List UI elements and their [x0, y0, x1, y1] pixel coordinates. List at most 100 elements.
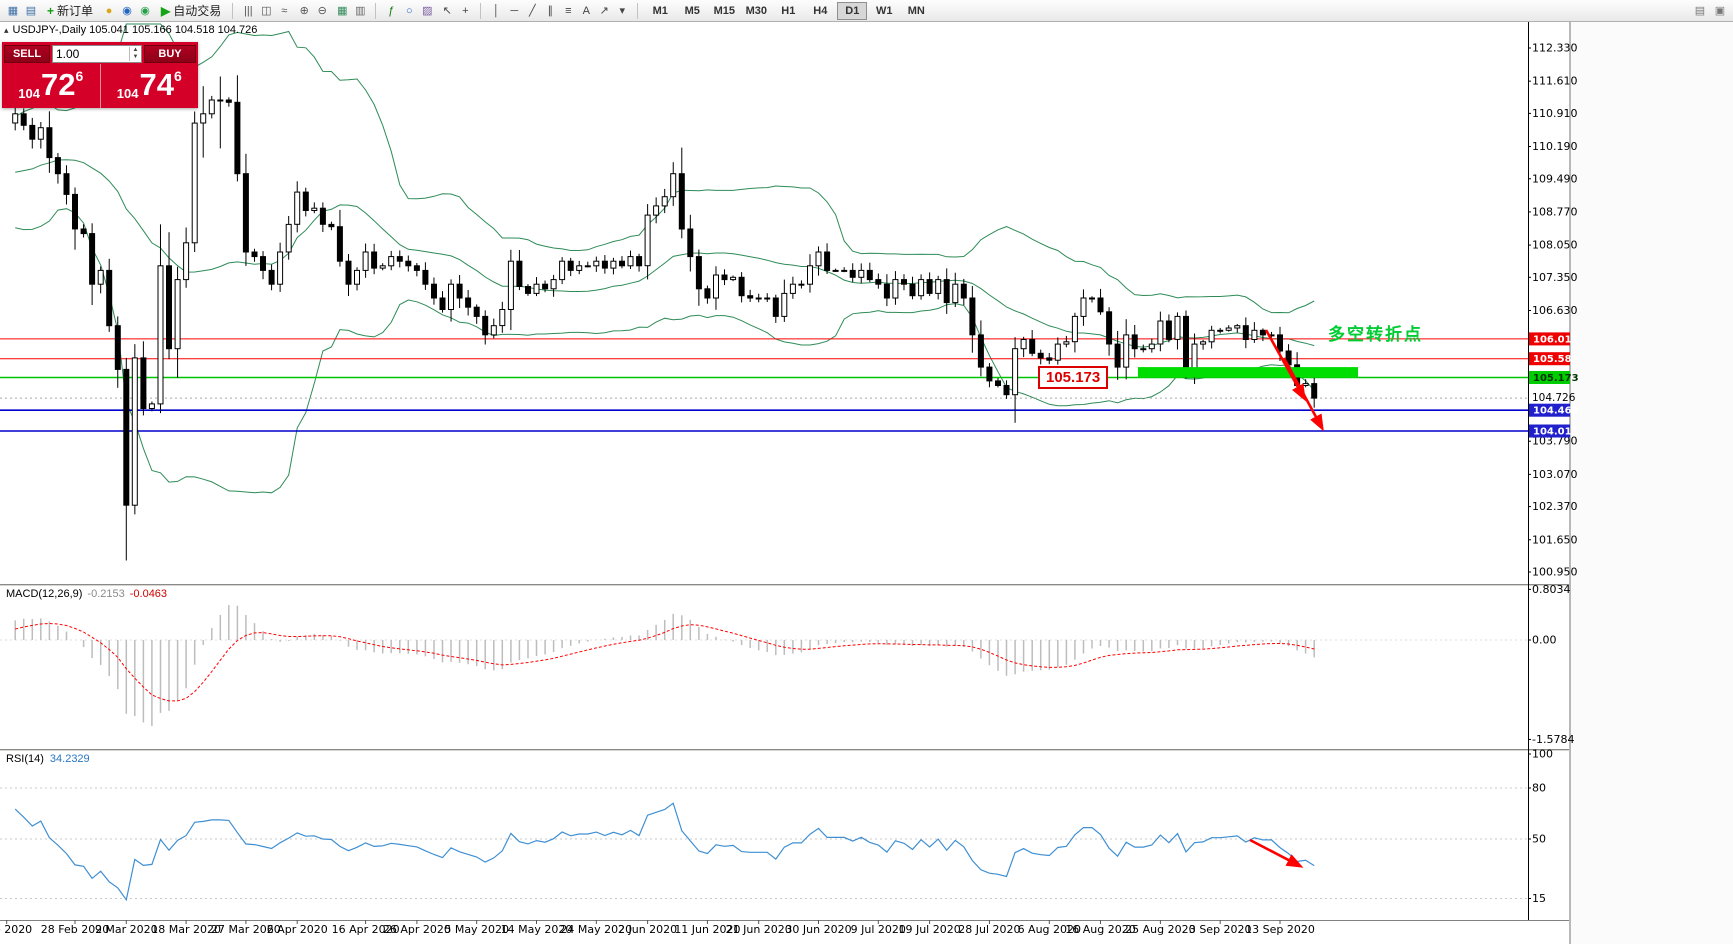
volume-down-icon[interactable]: ▼ — [132, 54, 139, 60]
price-axis-label: 110.910 — [1532, 107, 1578, 120]
web-quotes-icon[interactable]: ◉ — [140, 4, 150, 17]
vertical-line-icon[interactable]: │ — [492, 4, 500, 17]
market-depth-icon[interactable]: ◉ — [122, 4, 132, 17]
cursor-icon[interactable]: ↖ — [442, 4, 452, 17]
date-axis-label: 25 Aug 2020 — [1125, 923, 1195, 936]
support-line-105173-tag — [1529, 371, 1570, 384]
quotes-icon[interactable]: ● — [105, 4, 113, 17]
date-axis-label: 16 Apr 2020 — [332, 923, 400, 936]
rsi-axis-label: 15 — [1532, 892, 1546, 905]
text-label-icon[interactable]: A — [582, 4, 590, 17]
timeframe-button-d1[interactable]: D1 — [837, 1, 868, 20]
timeframe-button-mn[interactable]: MN — [907, 4, 925, 17]
horizontal-price-lines[interactable] — [0, 338, 1528, 432]
macd-axis-label: 0.8034 — [1532, 583, 1571, 596]
timeframe-button-m30[interactable]: M30 — [745, 4, 767, 17]
toolbar-separator — [232, 2, 234, 19]
cascade-windows-icon[interactable]: ▥ — [355, 4, 366, 17]
date-axis-label: 9 Jul 2020 — [851, 923, 906, 936]
price-axis-label: 106.630 — [1532, 304, 1578, 317]
price-axis-label: 103.070 — [1532, 468, 1578, 481]
timeframe-group: M1 M5 M15 M30 H1 H4 D1 W1 MN — [644, 1, 932, 20]
volume-spinner: ▲ ▼ — [129, 47, 141, 61]
line-chart-icon[interactable]: ≈ — [281, 4, 288, 17]
date-axis-label: 26 Apr 2020 — [383, 923, 451, 936]
bid-main-digits: 72 — [40, 67, 76, 102]
tile-windows-icon[interactable]: ▦ — [337, 4, 348, 17]
auto-trading-button[interactable]: ▶ 自动交易 — [156, 2, 226, 20]
price-axis-label: 111.610 — [1532, 75, 1578, 88]
price-callout-105173[interactable]: 105.173 — [1038, 366, 1109, 389]
support-line-104011-tag-text: 104.011 — [1533, 427, 1579, 438]
indicators-icon[interactable]: ƒ — [388, 4, 395, 17]
drawn-arrows[interactable] — [1249, 329, 1324, 868]
profiles-icon[interactable]: ▤ — [25, 4, 37, 17]
ask-pipette-digit: 6 — [173, 68, 182, 84]
candlestick-chart-icon[interactable]: ◫ — [261, 4, 272, 17]
trend-arrow-2[interactable] — [1282, 357, 1324, 432]
price-axis[interactable]: 112.330 111.610 110.910 110.190 109.490 108.7… — [1528, 42, 1579, 579]
auto-trading-button-label: 自动交易 — [173, 4, 222, 18]
charttype-group: ||| ◫ ≈ — [239, 3, 293, 19]
date-axis-label: 30 Jun 2020 — [785, 923, 851, 936]
sell-button[interactable]: SELL — [4, 45, 50, 63]
turning-point-annotation[interactable]: 多空转折点 — [1328, 325, 1423, 344]
bid-price[interactable]: 104 72 6 — [2, 64, 100, 108]
rsi-indicator-label: RSI(14) 34.2329 — [6, 753, 90, 765]
bar-chart-icon[interactable]: ||| — [243, 4, 253, 17]
buy-button[interactable]: BUY — [144, 45, 196, 63]
resistance-line-106012-tag — [1529, 332, 1570, 346]
trend-arrow-1[interactable] — [1264, 329, 1306, 402]
new-order-button-icon: + — [47, 3, 55, 18]
order-group: + 新订单 — [42, 2, 98, 20]
cursor-group: ↖ + — [438, 3, 474, 19]
date-axis-label: Feb 2020 — [0, 923, 32, 936]
macd-name: MACD(12,26,9) — [6, 588, 83, 600]
timeframe-button-h1[interactable]: H1 — [781, 4, 796, 17]
one-click-trading-panel: SELL ▲ ▼ BUY 104 72 6 104 74 6 — [2, 42, 198, 108]
bollinger-lower-band — [15, 208, 1315, 494]
timeframe-button-m5[interactable]: M5 — [684, 4, 700, 17]
macd-axis-label: 0.00 — [1532, 634, 1557, 647]
timeframe-button-m1[interactable]: M1 — [652, 4, 668, 17]
workspace-empty-area — [1570, 22, 1733, 944]
print-icon[interactable]: ▤ — [1694, 4, 1706, 17]
zoom-out-icon[interactable]: ⊖ — [317, 4, 327, 17]
zoom-in-icon[interactable]: ⊕ — [299, 4, 309, 17]
trend-arrow-3[interactable] — [1249, 838, 1304, 868]
fibonacci-icon[interactable]: ≡ — [565, 4, 572, 17]
price-axis-label: 101.650 — [1532, 533, 1578, 546]
new-order-button-label: 新订单 — [57, 4, 94, 18]
arrow-tool-icon[interactable]: ↗ — [599, 4, 609, 17]
macd-panel: 0.8034 0.00 -1.5784 — [0, 583, 1574, 746]
volume-input[interactable] — [53, 47, 129, 61]
date-axis-label: 19 Jul 2020 — [898, 923, 960, 936]
new-chart-icon[interactable]: ▦ — [7, 4, 19, 17]
equidistant-channel-icon[interactable]: ∥ — [547, 4, 554, 17]
toolbar-separator — [480, 2, 482, 19]
ohlc-close: 104.726 — [217, 24, 258, 36]
highlight-zone-rect[interactable] — [1138, 367, 1358, 378]
timeframe-button-m15[interactable]: M15 — [713, 4, 735, 17]
one-click-collapse-icon[interactable]: ▴ — [4, 25, 9, 35]
periods-icon[interactable]: ○ — [405, 4, 413, 17]
ask-price[interactable]: 104 74 6 — [99, 64, 199, 108]
timeframe-button-w1[interactable]: W1 — [876, 4, 893, 17]
symbol-name: USDJPY-,Daily — [12, 24, 87, 36]
horizontal-line-icon[interactable]: ─ — [510, 4, 519, 17]
trendline-icon[interactable]: ╱ — [528, 4, 536, 17]
volume-up-icon[interactable]: ▲ — [132, 47, 139, 53]
templates-icon[interactable]: ▨ — [422, 4, 433, 17]
date-axis-label: 9 Mar 2020 — [95, 923, 158, 936]
camera-icon[interactable]: ▣ — [1714, 4, 1726, 17]
date-axis-label: 6 Apr 2020 — [267, 923, 328, 936]
volume-input-wrap: ▲ ▼ — [52, 45, 142, 63]
timeframe-button-h4[interactable]: H4 — [813, 4, 828, 17]
shapes-dropdown-icon[interactable]: ▾ — [619, 4, 626, 17]
crosshair-icon[interactable]: + — [462, 4, 469, 17]
window-group: ▦ ▥ — [333, 3, 369, 19]
price-axis-label: 108.050 — [1532, 239, 1578, 252]
new-order-button[interactable]: + 新订单 — [42, 2, 98, 20]
